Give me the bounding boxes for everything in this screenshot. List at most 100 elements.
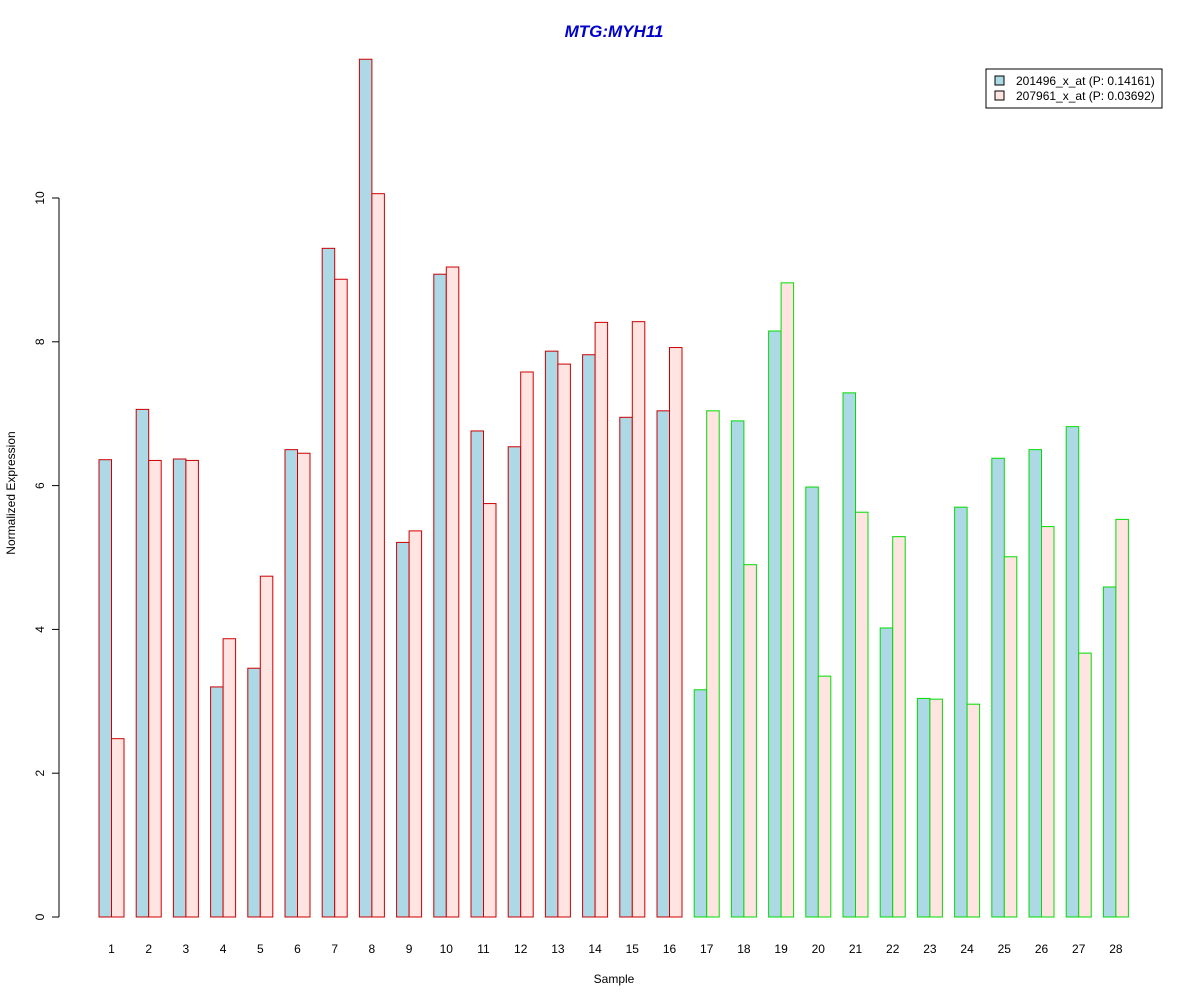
bar-sample-28-series-2 (1115, 518, 1129, 918)
bar-sample-2-series-1 (135, 408, 150, 918)
y-tick-label: 6 (33, 482, 47, 489)
bar-sample-26-series-1 (1028, 449, 1042, 918)
bar-sample-4-series-1 (210, 686, 224, 918)
bar-sample-9-series-2 (408, 530, 423, 918)
bar-sample-24-series-1 (954, 506, 968, 918)
y-tick-label: 8 (33, 338, 47, 345)
bar-sample-11-series-1 (470, 430, 484, 918)
x-tick-label: 15 (626, 942, 640, 956)
legend-swatch-series-2 (994, 90, 1005, 101)
bar-sample-16-series-1 (656, 410, 670, 918)
bar-sample-16-series-2 (669, 347, 683, 918)
bar-sample-10-series-1 (433, 273, 447, 918)
x-tick-label: 3 (183, 942, 190, 956)
bar-sample-25-series-1 (991, 457, 1005, 918)
bar-sample-20-series-1 (805, 486, 819, 918)
y-axis: 0 2 4 6 8 10 (33, 191, 60, 920)
bar-sample-2-series-2 (148, 459, 162, 918)
bar-sample-3-series-1 (172, 458, 187, 918)
bar-sample-8-series-2 (371, 193, 385, 918)
x-tick-label: 28 (1109, 942, 1123, 956)
bar-sample-8-series-1 (358, 58, 373, 918)
bar-sample-12-series-2 (520, 371, 534, 918)
x-tick-label: 21 (849, 942, 863, 956)
bar-sample-22-series-2 (892, 536, 906, 918)
x-tick-label: 12 (514, 942, 528, 956)
x-tick-label: 26 (1035, 942, 1049, 956)
x-axis-label: Sample (594, 972, 635, 986)
x-tick-label: 20 (812, 942, 826, 956)
bar-sample-17-series-2 (706, 410, 720, 918)
y-axis-label: Normalized Expression (4, 431, 18, 554)
bar-sample-5-series-2 (259, 575, 274, 918)
legend-label-series-2: 207961_x_at (P: 0.03692) (1016, 89, 1155, 103)
bar-sample-26-series-2 (1041, 526, 1055, 918)
x-tick-label: 22 (886, 942, 900, 956)
legend-label-series-1: 201496_x_at (P: 0.14161) (1016, 74, 1155, 88)
legend: 201496_x_at (P: 0.14161) 207961_x_at (P:… (985, 68, 1163, 109)
x-tick-label: 11 (477, 942, 490, 956)
x-tick-label: 9 (406, 942, 413, 956)
bar-sample-3-series-2 (185, 459, 199, 918)
x-tick-label: 10 (440, 942, 454, 956)
bar-sample-20-series-2 (817, 675, 832, 918)
bar-sample-17-series-1 (693, 689, 708, 918)
x-tick-label: 1 (108, 942, 115, 956)
bar-sample-13-series-1 (544, 350, 559, 918)
bar-sample-27-series-1 (1065, 426, 1080, 918)
bar-sample-1-series-2 (111, 738, 125, 918)
y-tick-label: 10 (33, 191, 47, 205)
bar-sample-27-series-2 (1078, 652, 1092, 918)
x-tick-label: 27 (1072, 942, 1086, 956)
bar-sample-23-series-2 (929, 698, 943, 918)
legend-swatch-series-1 (994, 75, 1005, 86)
chart-title: MTG:MYH11 (565, 22, 664, 41)
bar-sample-18-series-1 (730, 420, 745, 918)
bars-group (98, 58, 1129, 918)
bar-sample-28-series-1 (1102, 586, 1117, 918)
x-tick-label: 16 (663, 942, 677, 956)
bar-sample-18-series-2 (743, 564, 757, 918)
bar-sample-15-series-1 (619, 416, 633, 918)
bar-sample-7-series-1 (321, 247, 336, 918)
bar-sample-10-series-2 (445, 266, 460, 918)
x-tick-labels: 1 2 3 4 5 6 7 8 9 10 11 12 13 14 15 16 17 18 19 20 21 22 23 24 2… (108, 942, 1123, 956)
x-tick-label: 25 (998, 942, 1012, 956)
x-tick-label: 17 (700, 942, 714, 956)
x-tick-label: 5 (257, 942, 264, 956)
bar-sample-7-series-2 (334, 278, 348, 918)
bar-sample-19-series-1 (768, 330, 782, 918)
bar-sample-22-series-1 (879, 627, 894, 918)
bar-sample-14-series-1 (582, 354, 596, 918)
x-tick-label: 19 (774, 942, 788, 956)
x-tick-label: 23 (923, 942, 937, 956)
x-tick-label: 4 (220, 942, 227, 956)
x-tick-label: 14 (588, 942, 602, 956)
bar-sample-21-series-1 (842, 392, 856, 918)
x-tick-label: 13 (551, 942, 565, 956)
bar-sample-4-series-2 (222, 638, 237, 918)
bar-sample-1-series-1 (98, 459, 112, 918)
bar-sample-9-series-1 (396, 541, 410, 918)
bar-sample-12-series-1 (507, 446, 522, 918)
bar-sample-21-series-2 (855, 511, 869, 918)
y-tick-label: 2 (33, 770, 47, 777)
x-tick-label: 6 (294, 942, 301, 956)
y-tick-label: 0 (33, 913, 47, 920)
x-tick-label: 24 (960, 942, 974, 956)
x-tick-label: 7 (331, 942, 338, 956)
x-tick-label: 18 (737, 942, 751, 956)
bar-sample-13-series-2 (557, 363, 571, 918)
bar-sample-5-series-1 (247, 667, 261, 918)
bar-sample-6-series-2 (297, 452, 311, 918)
bar-sample-11-series-2 (483, 503, 497, 918)
bar-sample-6-series-1 (284, 449, 298, 918)
bar-sample-19-series-2 (780, 282, 795, 918)
bar-sample-23-series-1 (916, 697, 931, 918)
x-tick-label: 2 (145, 942, 152, 956)
y-tick-label: 4 (33, 626, 47, 633)
bar-sample-24-series-2 (966, 703, 981, 918)
legend-box (985, 68, 1163, 109)
